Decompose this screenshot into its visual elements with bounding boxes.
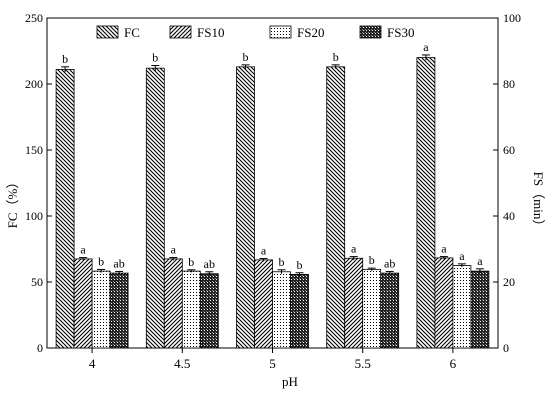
significance-label: ab [384,256,395,270]
significance-label: b [333,50,339,64]
y-left-tick-label: 0 [37,341,43,355]
legend-swatch-fs20 [269,25,292,39]
significance-label: b [279,255,285,269]
significance-label: a [171,243,177,257]
y-axis-label-left: FC（%） [5,176,20,229]
y-right-tick-label: 60 [503,143,515,157]
significance-label: a [261,244,267,258]
y-left-tick-label: 50 [31,275,43,289]
significance-label: b [98,254,104,268]
bar-fs20 [181,270,201,349]
x-axis-label: pH [282,374,298,389]
bar-fs30 [199,273,219,349]
bar-fs10 [73,258,93,349]
significance-label: b [297,258,303,272]
bar-fs30 [470,270,490,349]
x-tick-label: 4 [89,356,96,371]
y-left-tick-label: 200 [25,77,43,91]
significance-label: b [369,253,375,267]
significance-label: b [152,51,158,65]
y-right-tick-label: 0 [503,341,509,355]
legend-swatch-fs30 [359,25,382,39]
bar-fc [55,69,75,349]
significance-label: a [80,243,86,257]
bar-fs10 [254,259,273,349]
legend-label-fc: FC [124,25,140,40]
significance-label: b [188,255,194,269]
y-right-tick-label: 40 [503,209,515,223]
bar-fc [236,66,255,349]
x-tick-label: 5.5 [355,356,371,371]
bar-fc [416,57,436,349]
significance-label: ab [113,256,124,270]
bar-fc [145,67,165,349]
bar-fs20 [272,271,291,349]
bar-fs30 [109,272,129,349]
y-left-tick-label: 150 [25,143,43,157]
significance-label: b [62,52,68,66]
bar-fs20 [91,270,111,349]
bar-fs30 [380,272,400,349]
significance-label: a [351,242,357,256]
legend-label-fs10: FS10 [197,25,224,40]
significance-label: a [423,40,429,54]
bar-fs10 [163,258,183,349]
bar-fs30 [290,274,309,349]
y-left-tick-label: 100 [25,209,43,223]
y-axis-label-right: FS（min） [531,172,546,233]
legend-swatch-fc [96,25,119,39]
legend-label-fs30: FS30 [387,25,414,40]
bar-fs20 [452,265,472,349]
significance-label: a [459,249,465,263]
significance-label: a [441,242,447,256]
legend-label-fs20: FS20 [297,25,324,40]
significance-label: b [243,50,249,64]
y-right-tick-label: 80 [503,77,515,91]
y-left-tick-label: 250 [25,11,43,25]
bar-fs10 [344,257,364,349]
legend-swatch-fs10 [169,25,192,39]
x-tick-label: 5 [269,356,276,371]
bar-fs20 [362,269,382,349]
y-right-tick-label: 100 [503,11,521,25]
bar-fc [326,66,346,349]
x-tick-label: 4.5 [174,356,190,371]
significance-label: ab [204,257,215,271]
y-right-tick-label: 20 [503,275,515,289]
x-tick-label: 6 [450,356,457,371]
bar-fs10 [434,257,454,349]
significance-label: a [477,254,483,268]
